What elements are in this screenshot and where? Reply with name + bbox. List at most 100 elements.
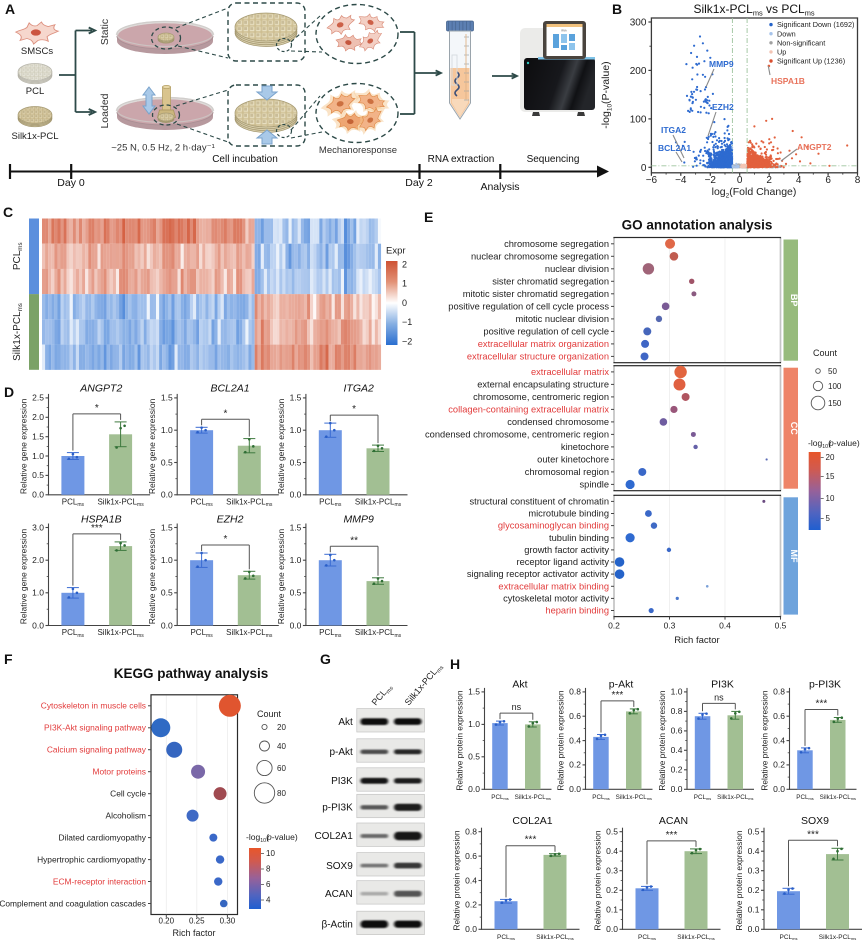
svg-text:0.5: 0.5 <box>290 457 302 467</box>
svg-text:150: 150 <box>828 399 842 408</box>
svg-text:Non-significant: Non-significant <box>777 38 825 47</box>
svg-text:ACAN: ACAN <box>325 889 353 900</box>
svg-text:0.5: 0.5 <box>161 457 173 467</box>
svg-text:−1: −1 <box>402 317 412 327</box>
svg-text:4: 4 <box>796 175 802 186</box>
svg-text:0.6: 0.6 <box>465 851 477 861</box>
svg-text:1.0: 1.0 <box>290 555 302 565</box>
svg-text:Relative gene expression: Relative gene expression <box>276 398 286 494</box>
svg-text:-log10​(: -log10​( <box>246 832 269 844</box>
svg-text:microtubule binding: microtubule binding <box>528 509 609 519</box>
svg-text:0: 0 <box>402 298 407 308</box>
svg-text:Expr: Expr <box>386 246 406 257</box>
svg-text:-log10​(: -log10​( <box>808 438 831 450</box>
svg-text:**: ** <box>350 535 358 546</box>
svg-text:Hypertrophic cardiomyopathy: Hypertrophic cardiomyopathy <box>37 855 147 865</box>
svg-text:ECM-receptor interaction: ECM-receptor interaction <box>53 876 146 886</box>
svg-text:kinetochore: kinetochore <box>561 442 609 452</box>
svg-text:Relative protein expression: Relative protein expression <box>452 830 462 930</box>
svg-text:Mechanoresponse: Mechanoresponse <box>319 145 397 156</box>
svg-text:-log10​(P-value): -log10​(P-value) <box>600 61 613 128</box>
svg-text:PCLms​: PCLms​ <box>62 497 85 508</box>
svg-text:signaling receptor activator a: signaling receptor activator activity <box>467 569 609 579</box>
svg-text:6: 6 <box>266 880 271 889</box>
svg-text:1.0: 1.0 <box>32 451 44 461</box>
svg-text:0.0: 0.0 <box>465 924 477 934</box>
svg-text:Significant Down (1692): Significant Down (1692) <box>777 20 854 29</box>
svg-text:20: 20 <box>826 453 835 462</box>
svg-text:0.4: 0.4 <box>773 735 785 745</box>
svg-text:p-value): p-value) <box>828 438 860 448</box>
svg-text:tubulin binding: tubulin binding <box>549 533 609 543</box>
svg-text:Silk1x-PCLms​: Silk1x-PCLms​ <box>12 303 24 361</box>
svg-text:0: 0 <box>737 175 743 186</box>
svg-text:PCLms​: PCLms​ <box>592 794 609 801</box>
svg-text:1.5: 1.5 <box>290 522 302 532</box>
svg-text:PI3K: PI3K <box>331 776 353 787</box>
svg-text:8: 8 <box>266 865 271 874</box>
svg-text:p-PI3K: p-PI3K <box>322 803 353 814</box>
svg-text:0.4: 0.4 <box>748 846 760 856</box>
svg-text:0.8: 0.8 <box>773 687 785 697</box>
svg-text:Calcium signaling pathway: Calcium signaling pathway <box>47 745 147 755</box>
svg-text:1.0: 1.0 <box>161 555 173 565</box>
svg-text:EZH2: EZH2 <box>712 102 734 112</box>
svg-text:Cell cycle: Cell cycle <box>110 789 146 799</box>
svg-text:0.0: 0.0 <box>606 924 618 934</box>
svg-text:BCL2A1: BCL2A1 <box>658 143 691 153</box>
svg-text:BP: BP <box>789 294 799 307</box>
svg-text:0.3: 0.3 <box>606 866 618 876</box>
svg-text:PCLms​: PCLms​ <box>780 934 798 941</box>
svg-text:0.8: 0.8 <box>465 827 477 837</box>
svg-text:0.0: 0.0 <box>32 620 44 630</box>
svg-text:RNA extraction: RNA extraction <box>428 154 495 165</box>
svg-text:Silk1x-PCL: Silk1x-PCL <box>12 131 59 142</box>
svg-text:p-Akt: p-Akt <box>329 747 353 758</box>
svg-text:MMP9: MMP9 <box>344 514 374 526</box>
svg-text:cytoskeletal motor activity: cytoskeletal motor activity <box>503 594 609 604</box>
svg-text:Relative protein expression: Relative protein expression <box>455 690 465 790</box>
svg-text:Silk1x-PCLms​: Silk1x-PCLms​ <box>515 794 551 801</box>
svg-text:mitotic nuclear division: mitotic nuclear division <box>515 314 609 324</box>
svg-text:*: * <box>95 403 99 414</box>
svg-text:0.5: 0.5 <box>606 827 618 837</box>
svg-text:0.3: 0.3 <box>748 866 760 876</box>
svg-text:0.0: 0.0 <box>569 784 581 794</box>
svg-text:Complement and coagulation cas: Complement and coagulation cascades <box>0 898 146 908</box>
svg-text:80: 80 <box>277 789 286 798</box>
svg-text:Cytoskeleton in muscle cells: Cytoskeleton in muscle cells <box>41 701 146 711</box>
svg-text:nuclear division: nuclear division <box>545 264 609 274</box>
svg-text:2.0: 2.0 <box>32 555 44 565</box>
svg-text:Silk1x-PCLms​ vs PCLms​: Silk1x-PCLms​ vs PCLms​ <box>693 2 814 18</box>
svg-text:Static: Static <box>99 19 111 45</box>
svg-text:1.5: 1.5 <box>161 393 173 403</box>
svg-text:0.0: 0.0 <box>32 490 44 500</box>
svg-text:external encapsulating structu: external encapsulating structure <box>477 380 609 390</box>
svg-text:***: *** <box>525 835 537 846</box>
svg-text:E: E <box>424 209 433 225</box>
svg-text:2: 2 <box>402 260 407 270</box>
svg-text:Silk1x-PCLms​: Silk1x-PCLms​ <box>536 934 574 941</box>
svg-text:0.0: 0.0 <box>773 784 785 794</box>
svg-text:Silk1x-PCLms​: Silk1x-PCLms​ <box>616 794 652 801</box>
svg-text:Analysis: Analysis <box>480 181 519 193</box>
svg-text:extracellular matrix organizat: extracellular matrix organization <box>478 339 609 349</box>
svg-text:PCLms​: PCLms​ <box>638 934 656 941</box>
svg-text:Sequencing: Sequencing <box>527 154 580 165</box>
svg-text:0.20: 0.20 <box>159 917 175 926</box>
svg-text:*: * <box>352 404 356 415</box>
svg-text:0.1: 0.1 <box>748 905 760 915</box>
svg-text:15: 15 <box>826 472 835 481</box>
svg-text:100: 100 <box>828 382 842 391</box>
svg-text:Silk1x-PCLms​: Silk1x-PCLms​ <box>97 497 144 508</box>
svg-text:0.5: 0.5 <box>468 752 480 762</box>
svg-text:PCLms​: PCLms​ <box>319 628 342 639</box>
svg-text:*: * <box>223 408 227 419</box>
svg-text:0.0: 0.0 <box>671 784 683 794</box>
svg-text:ANGPT2: ANGPT2 <box>79 383 122 395</box>
svg-text:condensed chromosome, centrome: condensed chromosome, centromeric region <box>425 430 609 440</box>
svg-text:PCLms​: PCLms​ <box>190 497 213 508</box>
svg-text:Down: Down <box>777 29 796 38</box>
svg-text:Alcoholism: Alcoholism <box>106 811 147 821</box>
svg-text:0.4: 0.4 <box>465 875 477 885</box>
